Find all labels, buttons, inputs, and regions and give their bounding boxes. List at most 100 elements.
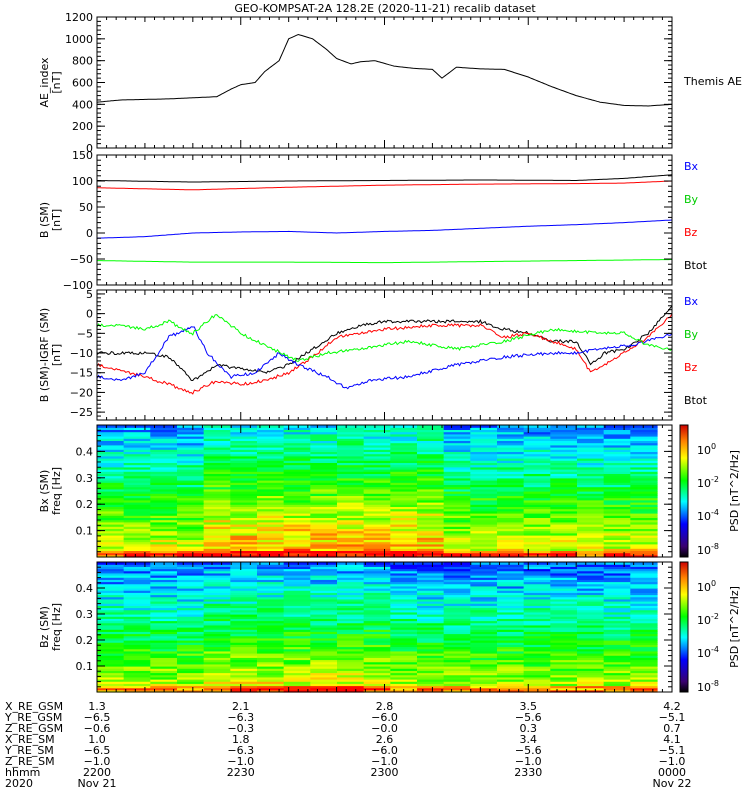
spectrogram-cell	[177, 488, 205, 492]
spectrogram-cell	[390, 666, 418, 669]
spectrogram-cell	[630, 657, 658, 661]
spectrogram-cell	[337, 449, 365, 452]
spectrogram-cell	[177, 577, 205, 580]
spectrogram-cell	[470, 541, 498, 545]
spectrogram-cell	[97, 648, 125, 652]
spectrogram-cell	[97, 460, 125, 463]
spectrogram-cell	[577, 659, 605, 663]
spectrogram-cell	[630, 685, 658, 689]
spectrogram-cell	[283, 631, 311, 635]
spectrogram-cell	[97, 532, 125, 536]
spectrogram-cell	[470, 570, 498, 574]
spectrogram-cell	[363, 648, 391, 652]
spectrogram-cell	[97, 616, 125, 619]
spectrogram-cell	[257, 644, 285, 648]
spectrogram-cell	[603, 598, 631, 602]
spectrogram-cell	[310, 471, 338, 474]
spectrogram-cell	[363, 486, 391, 490]
spectrogram-cell	[577, 475, 605, 479]
spectrogram-cell	[577, 570, 605, 574]
spectrogram-cell	[337, 442, 365, 446]
spectrogram-cell	[390, 629, 418, 632]
spectrogram-cell	[363, 603, 391, 606]
spectrogram-cell	[630, 670, 658, 674]
spectrogram-cell	[337, 508, 365, 512]
spectrogram-cell	[150, 541, 178, 545]
spectrogram-cell	[363, 552, 391, 556]
spectrogram-cell	[603, 637, 631, 641]
spectrogram-cell	[150, 637, 178, 641]
spectrogram-cell	[97, 499, 125, 503]
spectrogram-cell	[203, 486, 231, 490]
spectrogram-cell	[443, 524, 471, 527]
spectrogram-cell	[470, 438, 498, 441]
spectrogram-cell	[363, 473, 391, 477]
spectrogram-cell	[203, 564, 231, 567]
spectrogram-cell	[443, 484, 471, 488]
spectrogram-cell	[203, 603, 231, 606]
spectrogram-cell	[337, 609, 365, 613]
spectrogram-cell	[310, 627, 338, 630]
spectrogram-cell	[470, 429, 498, 433]
spectrogram-cell	[310, 666, 338, 669]
spectrogram-cell	[230, 515, 258, 518]
spectrogram-cell	[577, 453, 605, 457]
spectrogram-cell	[203, 681, 231, 684]
spectrogram-cell	[97, 687, 125, 691]
spectrogram-cell	[257, 609, 285, 613]
spectrogram-cell	[603, 670, 631, 674]
spectrogram-cell	[470, 568, 498, 572]
spectrogram-cell	[310, 524, 338, 527]
spectrogram-cell	[577, 449, 605, 452]
spectrogram-cell	[577, 480, 605, 483]
spectrogram-cell	[257, 477, 285, 481]
spectrogram-cell	[417, 425, 445, 428]
spectrogram-cell	[577, 640, 605, 643]
spectrogram-cell	[523, 535, 551, 538]
spectrogram-cell	[443, 648, 471, 652]
spectrogram-cell	[470, 530, 498, 534]
spectrogram-cell	[497, 482, 525, 485]
spectrogram-cell	[417, 655, 445, 658]
spectrogram-cell	[97, 611, 125, 615]
spectrogram-cell	[630, 590, 658, 593]
spectrogram-cell	[97, 530, 125, 534]
spectrogram-cell	[283, 689, 311, 693]
series-line-by	[96, 314, 673, 362]
spectrogram-cell	[390, 650, 418, 654]
spectrogram-cell	[390, 447, 418, 450]
spectrogram-cell	[550, 666, 578, 669]
spectrogram-cell	[603, 653, 631, 656]
spectrogram-cell	[310, 594, 338, 598]
spectrogram-cell	[97, 462, 125, 466]
spectrogram-cell	[310, 611, 338, 615]
spectrogram-cell	[337, 460, 365, 463]
spectrogram-cell	[97, 519, 125, 523]
spectrogram-cell	[310, 681, 338, 684]
spectrogram-cell	[203, 513, 231, 516]
spectrogram-cell	[123, 646, 151, 650]
spectrogram-cell	[497, 564, 525, 567]
spectrogram-cell	[497, 601, 525, 604]
spectrogram-cell	[363, 444, 391, 448]
spectrogram-cell	[257, 653, 285, 656]
spectrogram-cell	[470, 475, 498, 479]
spectrogram-cell	[97, 524, 125, 527]
spectrogram-cell	[123, 611, 151, 615]
spectrogram-cell	[497, 510, 525, 514]
spectrogram-cell	[470, 616, 498, 619]
ephemeris-value: −6.5	[84, 711, 111, 724]
spectrogram-cell	[337, 668, 365, 671]
spectrogram-cell	[603, 466, 631, 470]
spectrogram-cell	[230, 438, 258, 441]
spectrogram-cell	[257, 588, 285, 591]
spectrogram-cell	[603, 633, 631, 637]
spectrogram-cell	[123, 506, 151, 510]
spectrogram-cell	[577, 431, 605, 435]
spectrogram-cell	[177, 504, 205, 507]
spectrogram-cell	[577, 462, 605, 466]
spectrogram-cell	[497, 670, 525, 674]
spectrogram-cell	[337, 575, 365, 578]
spectrogram-cell	[150, 438, 178, 441]
spectrogram-cell	[390, 676, 418, 680]
